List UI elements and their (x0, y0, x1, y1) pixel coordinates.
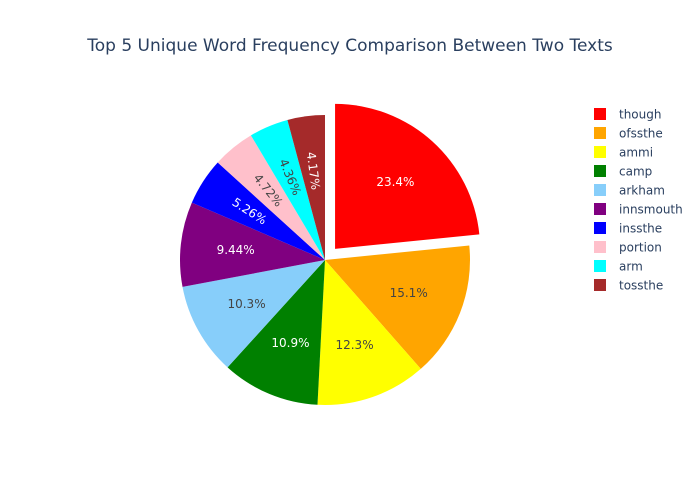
legend-item-innsmouth[interactable]: innsmouth (594, 203, 683, 217)
legend-item-ammi[interactable]: ammi (594, 146, 653, 160)
legend-label-arm: arm (619, 260, 643, 274)
legend: though ofssthe ammi camp arkham innsmouth inss… (594, 108, 683, 293)
legend-swatch-tossthe (594, 279, 606, 291)
pie-slice-camp[interactable] (227, 260, 325, 405)
legend-item-arm[interactable]: arm (594, 260, 643, 274)
legend-label-tossthe: tossthe (619, 279, 663, 293)
legend-item-portion[interactable]: portion (594, 241, 662, 255)
legend-label-though: though (619, 108, 661, 122)
slice-label-ofssthe: 15.1% (390, 286, 428, 300)
legend-item-tossthe[interactable]: tossthe (594, 279, 663, 293)
legend-item-arkham[interactable]: arkham (594, 184, 665, 198)
legend-swatch-portion (594, 241, 606, 253)
slice-label-though: 23.4% (376, 175, 414, 189)
legend-swatch-innsmouth (594, 203, 606, 215)
slice-label-camp: 10.9% (271, 336, 309, 350)
pie-slice-ammi[interactable] (317, 260, 421, 405)
pie-slice-though[interactable] (335, 103, 480, 249)
legend-label-innsmouth: innsmouth (619, 203, 683, 217)
pie-slice-arkham[interactable] (182, 260, 325, 368)
pie-slice-portion[interactable] (217, 135, 325, 260)
pie-slice-tossthe[interactable] (287, 115, 325, 260)
legend-label-camp: camp (619, 165, 652, 179)
slice-label-arkham: 10.3% (227, 297, 265, 311)
legend-item-camp[interactable]: camp (594, 165, 652, 179)
legend-swatch-inssthe (594, 222, 606, 234)
pie-slice-arm[interactable] (250, 119, 325, 260)
legend-item-ofssthe[interactable]: ofssthe (594, 127, 663, 141)
legend-item-inssthe[interactable]: inssthe (594, 222, 662, 236)
legend-swatch-arm (594, 260, 606, 272)
pie-slice-innsmouth[interactable] (179, 202, 325, 287)
pie-slice-ofssthe[interactable] (325, 245, 470, 369)
slice-label-innsmouth: 9.44% (217, 243, 255, 257)
legend-swatch-ammi (594, 146, 606, 158)
legend-label-ofssthe: ofssthe (619, 127, 663, 141)
slice-label-tossthe: 4.17% (304, 151, 323, 191)
legend-item-though[interactable]: though (594, 108, 661, 122)
legend-label-portion: portion (619, 241, 662, 255)
pie-slices (179, 103, 480, 405)
legend-swatch-camp (594, 165, 606, 177)
legend-swatch-though (594, 108, 606, 120)
legend-label-ammi: ammi (619, 146, 653, 160)
chart-title: Top 5 Unique Word Frequency Comparison B… (86, 36, 613, 56)
legend-swatch-arkham (594, 184, 606, 196)
pie-slice-inssthe[interactable] (191, 162, 325, 260)
legend-label-arkham: arkham (619, 184, 665, 198)
slice-label-ammi: 12.3% (335, 338, 373, 352)
legend-label-inssthe: inssthe (619, 222, 662, 236)
legend-swatch-ofssthe (594, 127, 606, 139)
